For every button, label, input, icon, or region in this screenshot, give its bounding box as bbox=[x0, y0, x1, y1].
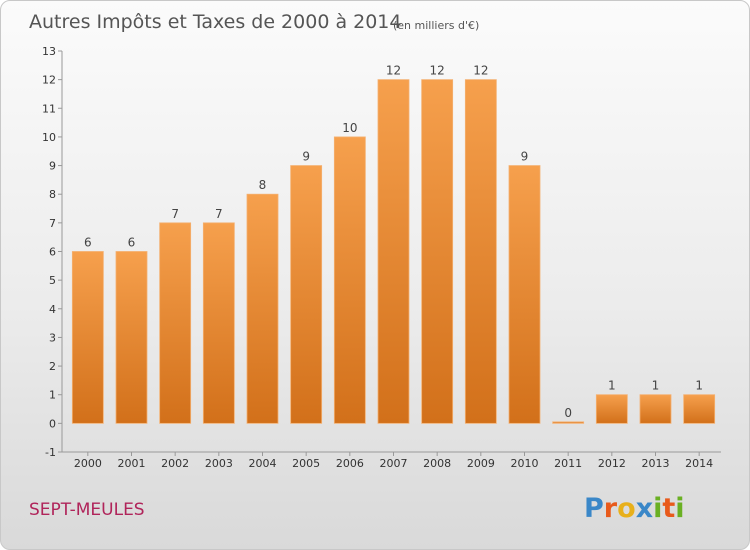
bar-2002 bbox=[159, 222, 192, 424]
data-label-2002: 7 bbox=[171, 207, 179, 221]
y-tick-label: 11 bbox=[42, 102, 56, 115]
y-tick-label: 10 bbox=[42, 131, 56, 144]
data-labels-group: 6 6 7 7 8 9 10 12 12 12 9 0 1 1 1 bbox=[84, 64, 703, 420]
bars-group bbox=[71, 79, 716, 424]
logo-letter: P bbox=[584, 493, 604, 524]
y-tick-label: 3 bbox=[49, 331, 56, 344]
x-tick-label: 2009 bbox=[467, 457, 495, 470]
data-label-2007: 12 bbox=[386, 64, 401, 78]
data-label-2012: 1 bbox=[608, 379, 616, 393]
bar-2011 bbox=[552, 421, 585, 424]
chart-title: Autres Impôts et Taxes de 2000 à 2014 bbox=[29, 11, 402, 33]
data-label-2005: 9 bbox=[302, 150, 310, 164]
bar-2008 bbox=[421, 79, 454, 424]
bar-2012 bbox=[595, 394, 628, 424]
x-tick-label: 2000 bbox=[74, 457, 102, 470]
bar-2007 bbox=[377, 79, 410, 424]
x-tick-label: 2006 bbox=[336, 457, 364, 470]
y-tick-label: 1 bbox=[49, 389, 56, 402]
data-label-2010: 9 bbox=[521, 150, 529, 164]
data-label-2006: 10 bbox=[342, 121, 357, 135]
x-tick-label: 2004 bbox=[249, 457, 277, 470]
logo-letter: i bbox=[675, 493, 684, 524]
x-tick-label: 2014 bbox=[685, 457, 713, 470]
y-tick-label: 0 bbox=[49, 417, 56, 430]
logo-letter: r bbox=[604, 493, 618, 524]
x-tick-label: 2010 bbox=[511, 457, 539, 470]
bar-2000 bbox=[71, 251, 104, 424]
bar-2004 bbox=[246, 193, 279, 424]
y-tick-label: 13 bbox=[42, 45, 56, 58]
data-label-2013: 1 bbox=[652, 379, 660, 393]
y-tick-label: 6 bbox=[49, 246, 56, 259]
y-tick-label: 2 bbox=[49, 360, 56, 373]
logo-letter: t bbox=[662, 493, 675, 524]
x-tick-label: 2011 bbox=[554, 457, 582, 470]
x-tick-label: 2003 bbox=[205, 457, 233, 470]
y-tick-label: 5 bbox=[49, 274, 56, 287]
x-tick-label: 2008 bbox=[423, 457, 451, 470]
data-label-2011: 0 bbox=[564, 406, 572, 420]
data-label-2008: 12 bbox=[430, 64, 445, 78]
y-tick-label: 8 bbox=[49, 188, 56, 201]
y-tick-label: 9 bbox=[49, 160, 56, 173]
x-tick-label: 2012 bbox=[598, 457, 626, 470]
y-tick-label: 12 bbox=[42, 74, 56, 87]
chart-unit: (en milliers d'€) bbox=[393, 19, 479, 32]
x-tick-label: 2001 bbox=[118, 457, 146, 470]
x-tick-label: 2007 bbox=[380, 457, 408, 470]
bar-2010 bbox=[508, 165, 541, 424]
y-tick-label: -1 bbox=[45, 446, 56, 459]
data-label-2014: 1 bbox=[695, 379, 703, 393]
y-tick-label: 7 bbox=[49, 217, 56, 230]
data-label-2009: 12 bbox=[473, 64, 488, 78]
data-label-2000: 6 bbox=[84, 236, 92, 250]
bar-2013 bbox=[639, 394, 672, 424]
bar-2014 bbox=[683, 394, 716, 424]
bar-2009 bbox=[464, 79, 497, 424]
data-label-2004: 8 bbox=[259, 178, 267, 192]
logo-letter: x bbox=[636, 493, 653, 524]
x-tick-label: 2002 bbox=[161, 457, 189, 470]
logo-letter: o bbox=[617, 493, 636, 524]
commune-name: SEPT-MEULES bbox=[29, 500, 145, 520]
x-tick-label: 2005 bbox=[292, 457, 320, 470]
x-tick-label: 2013 bbox=[642, 457, 670, 470]
y-tick-label: 4 bbox=[49, 303, 56, 316]
bar-2001 bbox=[115, 251, 148, 424]
bar-2006 bbox=[333, 136, 366, 424]
proxiti-logo: Proxiti bbox=[584, 493, 685, 524]
data-label-2001: 6 bbox=[128, 236, 136, 250]
bar-2003 bbox=[202, 222, 235, 424]
bar-2005 bbox=[290, 165, 323, 424]
x-axis-ticks: 2000 2001 2002 2003 2004 2005 2006 2007 2008 2009… bbox=[74, 452, 713, 470]
data-label-2003: 7 bbox=[215, 207, 223, 221]
logo-letter: i bbox=[653, 493, 662, 524]
